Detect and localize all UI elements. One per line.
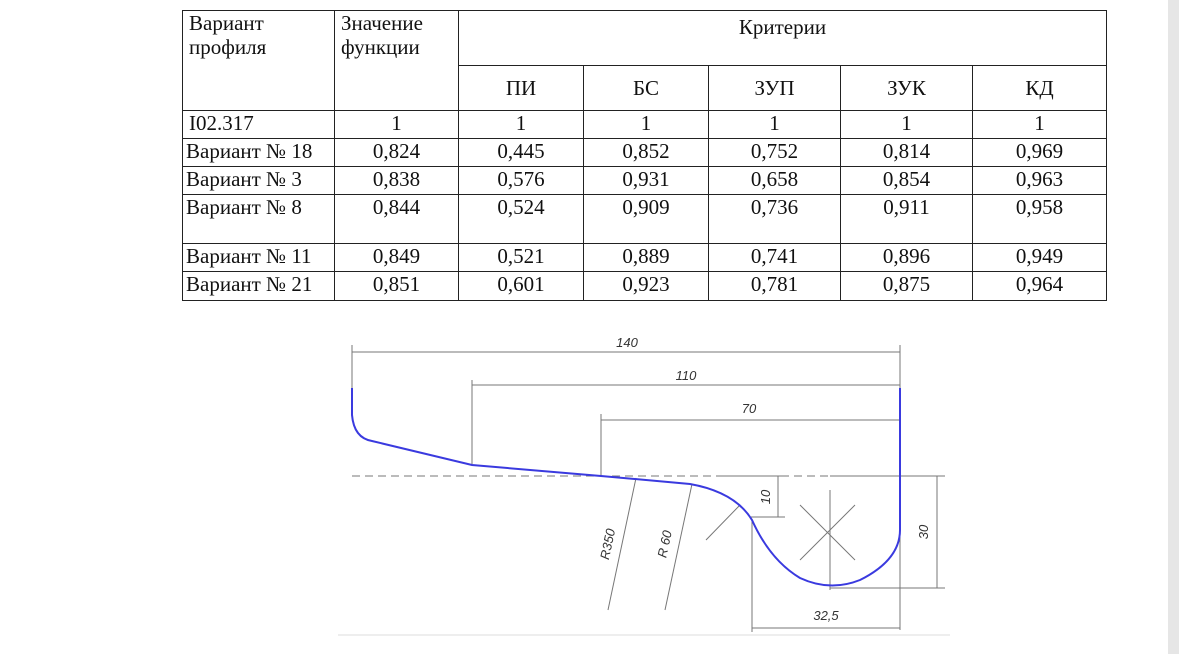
results-table: Вариант профиля Значение функции Критери… bbox=[182, 10, 1107, 301]
table-cell: 0,844 bbox=[334, 194, 459, 244]
table-cell: 0,736 bbox=[708, 194, 841, 244]
dimension-label: 30 bbox=[916, 524, 931, 539]
table-cell: I02.317 bbox=[182, 110, 335, 139]
dimension-label: 32,5 bbox=[813, 608, 839, 623]
criterion-cell: ЗУП bbox=[708, 65, 841, 111]
dimension-label: R 60 bbox=[654, 528, 675, 559]
table-cell: 1 bbox=[583, 110, 709, 139]
table-cell: 0,741 bbox=[708, 243, 841, 272]
table-cell: 0,875 bbox=[840, 271, 973, 301]
table-cell: 0,963 bbox=[972, 166, 1107, 195]
table-cell: 0,889 bbox=[583, 243, 709, 272]
table-row: Вариант № 11 0,849 0,521 0,889 0,741 0,896 0,9… bbox=[182, 243, 1107, 272]
table-row: Вариант № 3 0,838 0,576 0,931 0,658 0,854 0,96… bbox=[182, 166, 1107, 195]
header-cell: Вариант профиля bbox=[182, 10, 335, 111]
table-row: Вариант № 21 0,851 0,601 0,923 0,781 0,875 0,9… bbox=[182, 271, 1107, 301]
table-cell: 0,949 bbox=[972, 243, 1107, 272]
table-cell: 0,911 bbox=[840, 194, 973, 244]
table-cell: 0,896 bbox=[840, 243, 973, 272]
table-cell: 0,851 bbox=[334, 271, 459, 301]
dimension-label: 70 bbox=[742, 401, 757, 416]
table-cell: 0,838 bbox=[334, 166, 459, 195]
table-cell: 0,576 bbox=[458, 166, 584, 195]
table-cell: 0,658 bbox=[708, 166, 841, 195]
table-cell: 0,923 bbox=[583, 271, 709, 301]
table-cell: Вариант № 18 bbox=[182, 138, 335, 167]
page-edge bbox=[1168, 0, 1179, 654]
criterion-cell: БС bbox=[583, 65, 709, 111]
table-cell: Вариант № 8 bbox=[182, 194, 335, 244]
profile-curve bbox=[351, 388, 901, 587]
table-row: I02.317 1 1 1 1 1 1 bbox=[182, 110, 1107, 139]
dimension-label: 10 bbox=[758, 489, 773, 504]
criterion-cell: ЗУК bbox=[840, 65, 973, 111]
table-cell: 0,752 bbox=[708, 138, 841, 167]
table-cell: Вариант № 21 bbox=[182, 271, 335, 301]
table-cell: 0,601 bbox=[458, 271, 584, 301]
table-cell: 0,964 bbox=[972, 271, 1107, 301]
dimension-label: R350 bbox=[597, 527, 618, 561]
table-cell: 0,849 bbox=[334, 243, 459, 272]
table-cell: 0,969 bbox=[972, 138, 1107, 167]
table-cell: 1 bbox=[708, 110, 841, 139]
dimension-label: 110 bbox=[676, 368, 697, 383]
criterion-cell: КД bbox=[972, 65, 1107, 111]
table-cell: 1 bbox=[972, 110, 1107, 139]
table-cell: 0,854 bbox=[840, 166, 973, 195]
dimension-label: 140 bbox=[616, 335, 638, 350]
table-cell: Вариант № 11 bbox=[182, 243, 335, 272]
table-cell: 0,524 bbox=[458, 194, 584, 244]
